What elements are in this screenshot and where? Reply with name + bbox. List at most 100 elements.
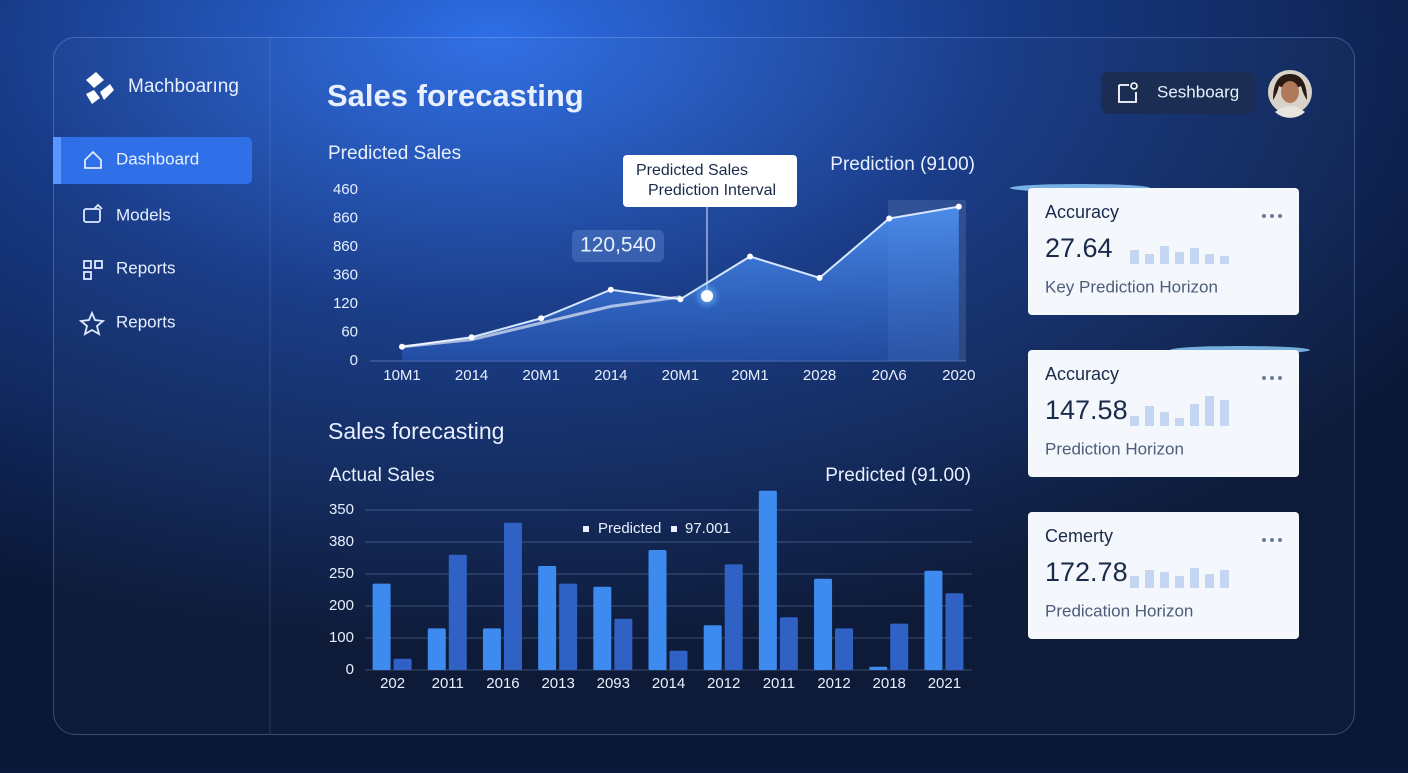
tooltip-label: Prediction Interval <box>648 182 776 199</box>
button-icon-dot <box>1130 82 1138 90</box>
sparkline-bar <box>1145 254 1154 264</box>
bar <box>503 522 522 670</box>
point <box>886 215 893 222</box>
legend-label: Predicted <box>598 520 661 537</box>
x-tick-label: 2014 <box>594 367 627 384</box>
legend-swatch <box>583 526 589 532</box>
bar <box>703 625 722 670</box>
bar <box>724 564 743 670</box>
annotation: Predicted (91.00) <box>825 465 971 486</box>
x-tick-label: 2012 <box>707 675 740 692</box>
sparkline-bar <box>1130 576 1139 588</box>
card-menu-dot[interactable] <box>1278 538 1282 542</box>
card-subtitle: Predication Horizon <box>1045 601 1193 620</box>
sparkline-bar <box>1145 406 1154 426</box>
sparkline-bar <box>1160 412 1169 426</box>
x-tick-label: 2016 <box>486 675 519 692</box>
sparkline-bar <box>1130 250 1139 264</box>
card-menu-dot[interactable] <box>1278 214 1282 218</box>
sparkline-bar <box>1175 576 1184 588</box>
sparkline-bar <box>1220 400 1229 426</box>
card-subtitle: Prediction Horizon <box>1045 439 1184 458</box>
card-menu-dot[interactable] <box>1262 538 1266 542</box>
avatar[interactable] <box>1268 70 1312 118</box>
bar <box>559 583 578 670</box>
y-tick-label: 250 <box>329 565 354 582</box>
chart-title: Sales forecasting <box>328 418 504 444</box>
x-tick-label: 20M1 <box>522 367 560 384</box>
x-tick-label: 2014 <box>652 675 685 692</box>
bar <box>482 628 501 670</box>
x-tick-label: 2011 <box>432 675 464 692</box>
x-tick-label: 2014 <box>455 367 488 384</box>
card-menu-dot[interactable] <box>1270 538 1274 542</box>
highlight-point <box>701 290 713 302</box>
legend-label: 97.001 <box>685 520 731 537</box>
x-tick-label: 2018 <box>873 675 906 692</box>
bar-chart: 0 100 200 250 380 350 202 2011 2016 2013 2093 2014 2… <box>329 490 972 692</box>
x-tick-label: 202 <box>380 675 405 692</box>
sparkline-bar <box>1160 572 1169 588</box>
nav-item[interactable]: Dashboard <box>116 149 199 168</box>
bar <box>814 578 833 670</box>
bar <box>758 490 777 670</box>
panel <box>53 37 1355 735</box>
bar <box>924 570 943 670</box>
sparkline-bar <box>1130 416 1139 426</box>
bar <box>779 617 798 670</box>
nav-item[interactable]: Models <box>116 205 171 224</box>
y-tick-label: 860 <box>333 209 358 226</box>
bar <box>869 666 888 670</box>
nav-active[interactable] <box>53 137 252 184</box>
line <box>401 295 681 349</box>
bar <box>835 628 854 670</box>
card-menu-dot[interactable] <box>1262 376 1266 380</box>
sparkline-bar <box>1205 254 1214 264</box>
x-tick-label: 2093 <box>597 675 630 692</box>
card-value: 147.58 <box>1045 395 1128 425</box>
sparkline-bar <box>1205 574 1214 588</box>
x-tick-label: 2013 <box>541 675 574 692</box>
card-menu-dot[interactable] <box>1278 376 1282 380</box>
sparkline-bar <box>1160 246 1169 264</box>
card-title: Accuracy <box>1045 364 1119 384</box>
tooltip <box>623 155 797 207</box>
point <box>747 253 753 260</box>
card-subtitle: Key Prediction Horizon <box>1045 277 1218 296</box>
y-tick-label: 350 <box>329 501 354 518</box>
annotation: Prediction (9100) <box>830 154 975 175</box>
nav-indicator <box>53 137 61 184</box>
sparkline-bar <box>1175 418 1184 426</box>
x-tick-label: 20M1 <box>731 367 769 384</box>
sparkline-bar <box>1190 404 1199 426</box>
y-tick-label: 460 <box>333 181 358 198</box>
y-tick-label: 0 <box>346 661 354 678</box>
card-menu-dot[interactable] <box>1270 376 1274 380</box>
card-menu-dot[interactable] <box>1270 214 1274 218</box>
bar <box>945 593 964 670</box>
bar <box>538 566 557 670</box>
button-label[interactable]: Seshboarg <box>1157 82 1239 101</box>
x-tick-label: 10M1 <box>383 367 421 384</box>
annotation: 120,540 <box>580 234 656 257</box>
sparkline-bar <box>1220 570 1229 588</box>
sparkline-bar <box>1145 570 1154 588</box>
bar <box>890 623 909 670</box>
point <box>955 203 962 210</box>
bar <box>393 658 412 670</box>
card-menu-dot[interactable] <box>1262 214 1266 218</box>
card-value: 27.64 <box>1045 233 1113 263</box>
point <box>538 315 545 322</box>
sparkline-bar <box>1190 568 1199 588</box>
nav-item[interactable]: Reports <box>116 312 176 331</box>
sparkline-bar <box>1220 256 1229 264</box>
header-button[interactable] <box>1101 72 1255 114</box>
x-tick-label: 2012 <box>817 675 850 692</box>
bar <box>372 583 391 670</box>
y-tick-label: 200 <box>329 597 354 614</box>
nav-item[interactable]: Reports <box>116 258 176 277</box>
y-tick-label: 100 <box>329 629 354 646</box>
line-chart: 0 60 120 360 860 860 460 10M1 2014 20M1 2014 20M1 20… <box>333 181 976 384</box>
